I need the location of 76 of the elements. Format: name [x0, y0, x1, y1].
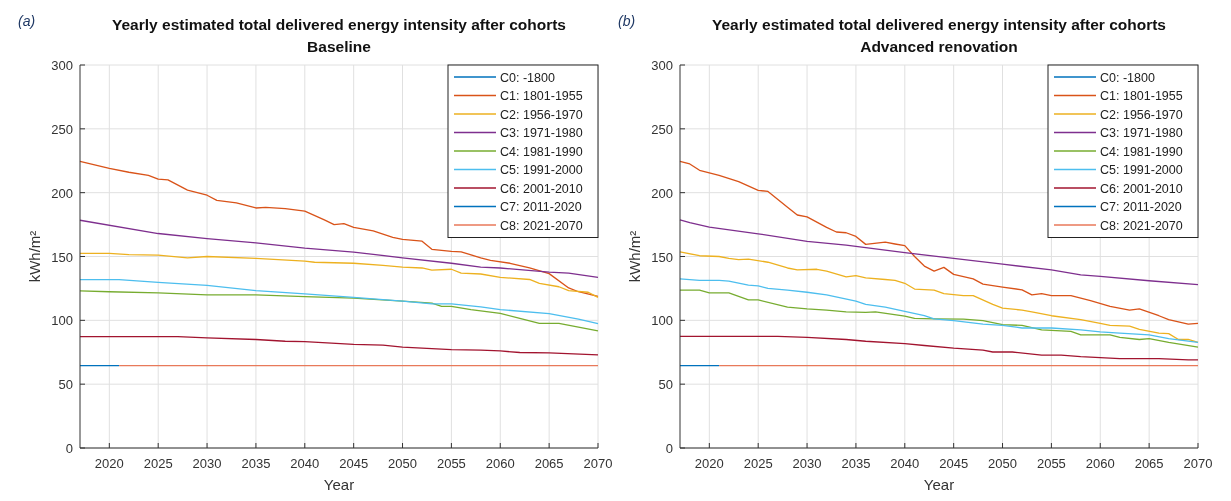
line-series [79, 336, 599, 356]
line-series [679, 160, 1199, 325]
line-series [79, 290, 599, 332]
x-tick-label: 2040 [290, 456, 320, 471]
legend-label: C1: 1801-1955 [500, 89, 583, 103]
line-series [79, 278, 599, 325]
y-tick-label: 150 [651, 249, 673, 265]
line-series [679, 278, 1199, 344]
x-tick-label: 2050 [988, 456, 1017, 471]
x-tick-label: 2050 [388, 456, 417, 471]
legend-label: C3: 1971-1980 [1100, 126, 1183, 140]
legend-label: C8: 2021-2070 [1100, 218, 1183, 233]
legend-label: C3: 1971-1980 [500, 126, 583, 140]
legend-label: C4: 1981-1990 [1100, 144, 1183, 159]
line-series [679, 289, 1199, 348]
y-axis-title: kWh/m² [626, 230, 643, 283]
x-tick-label: 2040 [890, 456, 920, 471]
line-series [679, 219, 1199, 286]
y-tick-label: 50 [58, 377, 73, 393]
x-tick-label: 2060 [485, 456, 515, 471]
x-tick-label: 2065 [1134, 456, 1164, 471]
line-series [679, 251, 1199, 344]
x-tick-label: 2035 [841, 456, 871, 471]
x-tick-label: 2045 [939, 456, 969, 471]
y-tick-label: 0 [665, 441, 673, 456]
line-series [679, 335, 1199, 361]
x-tick-label: 2030 [192, 456, 222, 471]
chart-title: Yearly estimated total delivered energy intensity after cohorts [712, 16, 1166, 33]
x-tick-label: 2060 [1085, 456, 1115, 471]
x-tick-label: 2020 [694, 456, 724, 471]
legend-label: C0: -1800 [1100, 70, 1155, 85]
x-tick-label: 2055 [1036, 456, 1066, 471]
y-tick-label: 100 [651, 313, 673, 329]
x-tick-label: 2070 [1183, 456, 1213, 471]
x-tick-label: 2045 [339, 456, 369, 471]
x-tick-label: 2025 [143, 456, 173, 471]
legend-label: C5: 1991-2000 [500, 163, 583, 177]
line-series [79, 252, 599, 298]
text: (b) [618, 13, 636, 29]
y-tick-label: 200 [651, 185, 673, 201]
x-tick-label: 2065 [534, 456, 564, 471]
y-tick-label: 250 [651, 121, 673, 137]
x-axis-title: Year [323, 476, 355, 493]
x-tick-label: 2070 [583, 456, 613, 471]
y-tick-label: 300 [51, 58, 73, 73]
legend-label: C2: 1956-1970 [500, 107, 583, 122]
legend-label: C7: 2011-2020 [500, 200, 582, 214]
legend-label: C2: 1956-1970 [1100, 107, 1183, 122]
chart-title: Yearly estimated total delivered energy intensity after cohorts [112, 16, 566, 33]
text: (a) [18, 13, 36, 29]
y-tick-label: 150 [51, 249, 73, 265]
x-tick-label: 2025 [743, 456, 773, 471]
y-axis-title: kWh/m² [26, 230, 43, 283]
legend-label: C5: 1991-2000 [1100, 163, 1183, 177]
x-axis-title: Year [923, 476, 955, 493]
y-tick-label: 100 [51, 313, 73, 329]
y-tick-label: 250 [51, 121, 73, 137]
line-series [79, 160, 599, 297]
legend-label: C4: 1981-1990 [500, 144, 583, 159]
y-tick-label: 0 [65, 441, 73, 456]
y-tick-label: 300 [651, 58, 673, 73]
legend-label: C1: 1801-1955 [1100, 89, 1183, 103]
legend-label: C8: 2021-2070 [500, 218, 583, 233]
x-tick-label: 2035 [241, 456, 271, 471]
chart-subtitle: Advanced renovation [860, 38, 1018, 55]
legend-label: C7: 2011-2020 [1100, 200, 1182, 214]
x-tick-label: 2020 [94, 456, 124, 471]
legend-label: C0: -1800 [500, 70, 555, 85]
x-tick-label: 2030 [792, 456, 822, 471]
legend-label: C6: 2001-2010 [1100, 181, 1183, 196]
y-tick-label: 200 [51, 185, 73, 201]
legend-label: C6: 2001-2010 [500, 181, 583, 196]
line-series [79, 219, 599, 278]
x-tick-label: 2055 [436, 456, 466, 471]
chart-subtitle: Baseline [307, 38, 372, 55]
y-tick-label: 50 [658, 377, 673, 393]
